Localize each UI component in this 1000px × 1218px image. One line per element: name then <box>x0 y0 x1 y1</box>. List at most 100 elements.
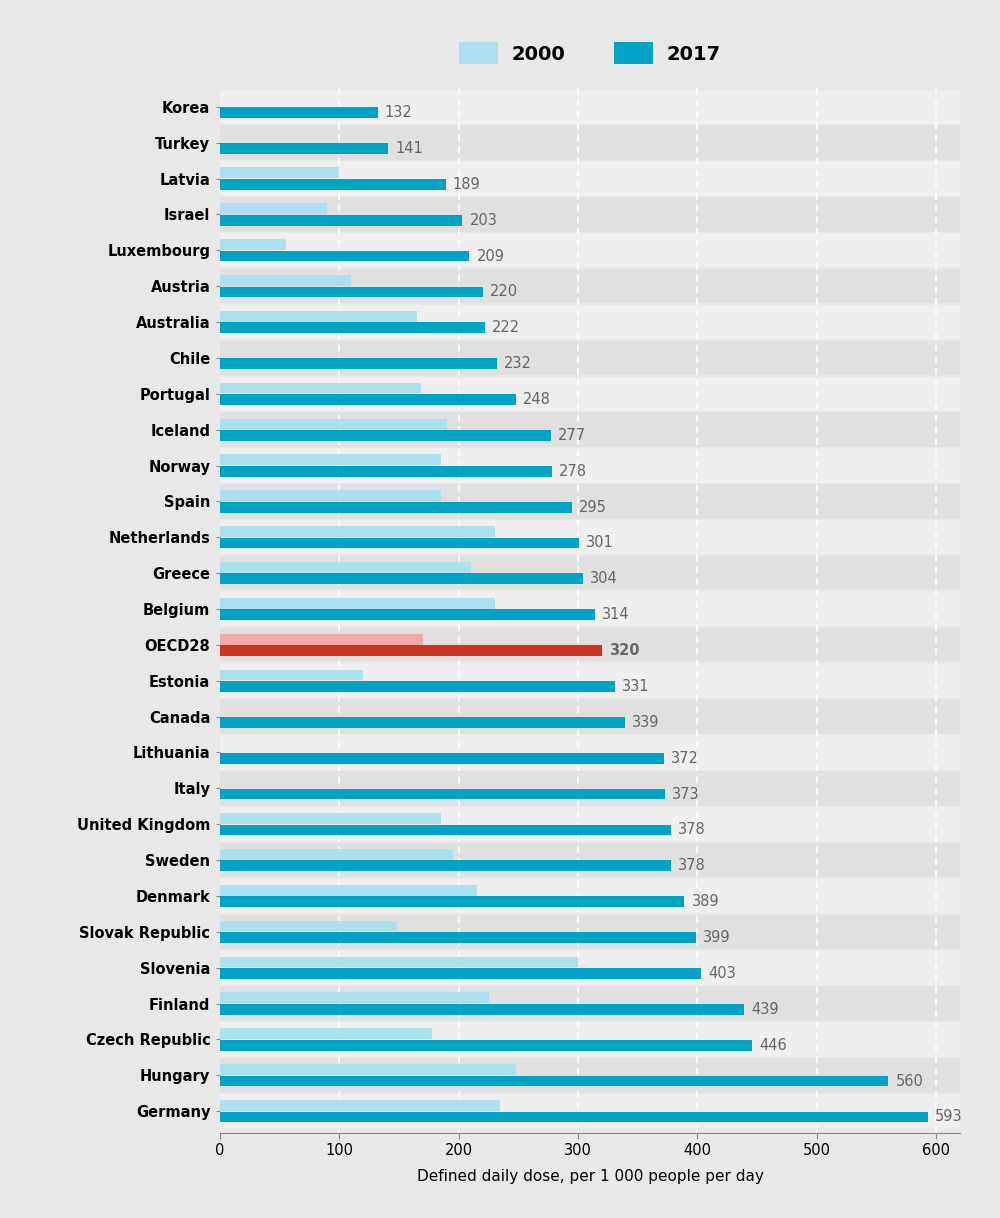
Bar <box>220 1022 960 1057</box>
Text: 248: 248 <box>523 392 551 407</box>
Bar <box>220 950 960 985</box>
Text: 301: 301 <box>586 536 614 551</box>
Bar <box>220 1028 432 1039</box>
Bar <box>220 896 684 907</box>
Bar <box>220 561 471 572</box>
Text: 232: 232 <box>504 356 532 371</box>
Bar <box>220 382 421 393</box>
Bar <box>220 161 960 196</box>
Bar <box>220 90 960 124</box>
Text: 373: 373 <box>672 787 700 801</box>
Bar <box>220 1112 928 1122</box>
Bar <box>220 555 960 591</box>
Bar <box>220 592 960 626</box>
Bar <box>220 311 417 322</box>
Bar <box>220 598 495 609</box>
Bar <box>220 448 960 482</box>
Text: 203: 203 <box>469 213 497 228</box>
Bar <box>220 143 388 153</box>
Bar <box>220 491 441 501</box>
Bar <box>220 646 602 657</box>
Text: 399: 399 <box>703 931 731 945</box>
Bar <box>220 843 960 877</box>
Bar <box>220 251 469 262</box>
Text: 593: 593 <box>935 1110 963 1124</box>
Bar <box>220 1004 744 1015</box>
Bar <box>220 878 960 914</box>
Bar <box>220 526 495 537</box>
Bar <box>220 304 960 340</box>
Bar <box>220 167 339 178</box>
Bar <box>220 454 441 465</box>
Bar <box>220 1058 960 1093</box>
Bar <box>220 814 441 823</box>
Text: 389: 389 <box>691 894 719 909</box>
Bar <box>220 609 595 620</box>
Text: 378: 378 <box>678 859 706 873</box>
Bar <box>220 932 696 943</box>
Bar <box>220 275 351 286</box>
Bar <box>220 633 423 644</box>
Bar <box>220 771 960 805</box>
Bar <box>220 341 960 375</box>
Bar <box>220 1075 888 1086</box>
Bar <box>220 987 960 1021</box>
Bar <box>220 485 960 519</box>
Text: 439: 439 <box>751 1002 779 1017</box>
Text: 331: 331 <box>622 678 650 694</box>
Bar <box>220 993 489 1004</box>
Bar <box>220 125 960 160</box>
Bar <box>220 1040 752 1051</box>
Bar <box>220 789 665 799</box>
Bar <box>220 537 579 548</box>
Bar <box>220 627 960 663</box>
Bar <box>220 107 378 118</box>
Text: 189: 189 <box>453 177 480 191</box>
Bar <box>220 465 552 476</box>
Bar <box>220 968 701 979</box>
Text: 132: 132 <box>385 105 412 121</box>
X-axis label: Defined daily dose, per 1 000 people per day: Defined daily dose, per 1 000 people per… <box>417 1169 763 1184</box>
Bar <box>220 681 615 692</box>
Text: 295: 295 <box>579 499 607 515</box>
Bar <box>220 860 671 871</box>
Bar <box>220 808 960 842</box>
Text: 304: 304 <box>590 571 618 586</box>
Text: 403: 403 <box>708 966 736 980</box>
Bar <box>220 269 960 303</box>
Text: 209: 209 <box>477 248 505 263</box>
Bar <box>220 825 671 836</box>
Bar <box>220 915 960 949</box>
Bar <box>220 430 551 441</box>
Text: 278: 278 <box>559 464 587 479</box>
Text: 372: 372 <box>671 750 699 766</box>
Bar <box>220 736 960 770</box>
Text: 141: 141 <box>395 141 423 156</box>
Bar <box>220 203 327 214</box>
Bar <box>220 717 625 727</box>
Bar <box>220 699 960 733</box>
Bar <box>220 413 960 447</box>
Bar <box>220 214 462 225</box>
Bar <box>220 1094 960 1128</box>
Bar <box>220 286 483 297</box>
Bar <box>220 1100 500 1111</box>
Bar <box>220 520 960 554</box>
Bar <box>220 664 960 698</box>
Text: 446: 446 <box>759 1038 787 1052</box>
Bar <box>220 239 286 250</box>
Bar <box>220 395 516 404</box>
Bar <box>220 1065 516 1075</box>
Text: 314: 314 <box>602 608 630 622</box>
Bar <box>220 956 578 967</box>
Text: 378: 378 <box>678 822 706 838</box>
Bar <box>220 884 477 895</box>
Bar <box>220 670 363 681</box>
Text: 277: 277 <box>558 428 586 443</box>
Text: 339: 339 <box>632 715 659 730</box>
Text: 220: 220 <box>490 284 518 300</box>
Bar <box>220 419 447 429</box>
Text: 222: 222 <box>492 320 520 335</box>
Bar <box>220 358 497 369</box>
Text: 560: 560 <box>896 1073 923 1089</box>
